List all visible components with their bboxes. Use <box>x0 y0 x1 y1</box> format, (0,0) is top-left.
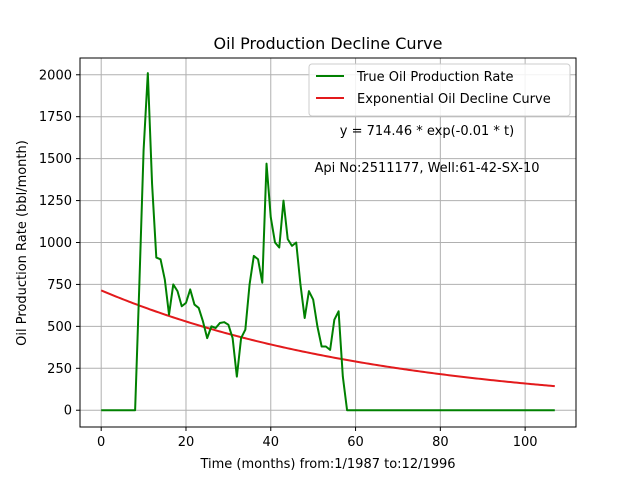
x-tick-label: 60 <box>347 435 364 450</box>
legend-label-decline-curve: Exponential Oil Decline Curve <box>357 92 551 107</box>
grid-lines <box>80 58 576 427</box>
equation-annotation: y = 714.46 * exp(-0.01 * t) <box>340 124 514 139</box>
y-tick-label: 0 <box>64 404 72 419</box>
y-axis-label: Oil Production Rate (bbl/month) <box>15 140 30 346</box>
x-tick-label: 40 <box>262 435 279 450</box>
y-tick-label: 2000 <box>39 68 72 83</box>
legend-label-true-rate: True Oil Production Rate <box>356 70 513 85</box>
chart-title: Oil Production Decline Curve <box>214 34 443 53</box>
x-tick-label: 0 <box>97 435 105 450</box>
well-info-annotation: Api No:2511177, Well:61-42-SX-10 <box>314 161 539 176</box>
series-line-true-rate <box>101 72 555 412</box>
x-axis-ticks: 0 20 40 60 80 100 <box>97 427 538 450</box>
legend-box <box>308 63 571 117</box>
y-axis-ticks: 0 250 500 750 1000 1250 1500 1750 2000 <box>39 68 80 419</box>
y-tick-label: 750 <box>47 278 72 293</box>
legend: True Oil Production Rate Exponential Oil… <box>308 63 571 117</box>
x-tick-label: 80 <box>432 435 449 450</box>
y-tick-label: 500 <box>47 320 72 335</box>
x-tick-label: 100 <box>513 435 538 450</box>
series-layer <box>100 72 555 412</box>
x-tick-label: 20 <box>178 435 195 450</box>
x-axis-label: Time (months) from:1/1987 to:12/1996 <box>199 457 455 472</box>
y-tick-label: 1750 <box>39 110 72 125</box>
y-tick-label: 1250 <box>39 194 72 209</box>
y-tick-label: 250 <box>47 362 72 377</box>
series-line-decline-curve <box>100 289 555 388</box>
y-tick-label: 1000 <box>39 236 72 251</box>
y-tick-label: 1500 <box>39 152 72 167</box>
